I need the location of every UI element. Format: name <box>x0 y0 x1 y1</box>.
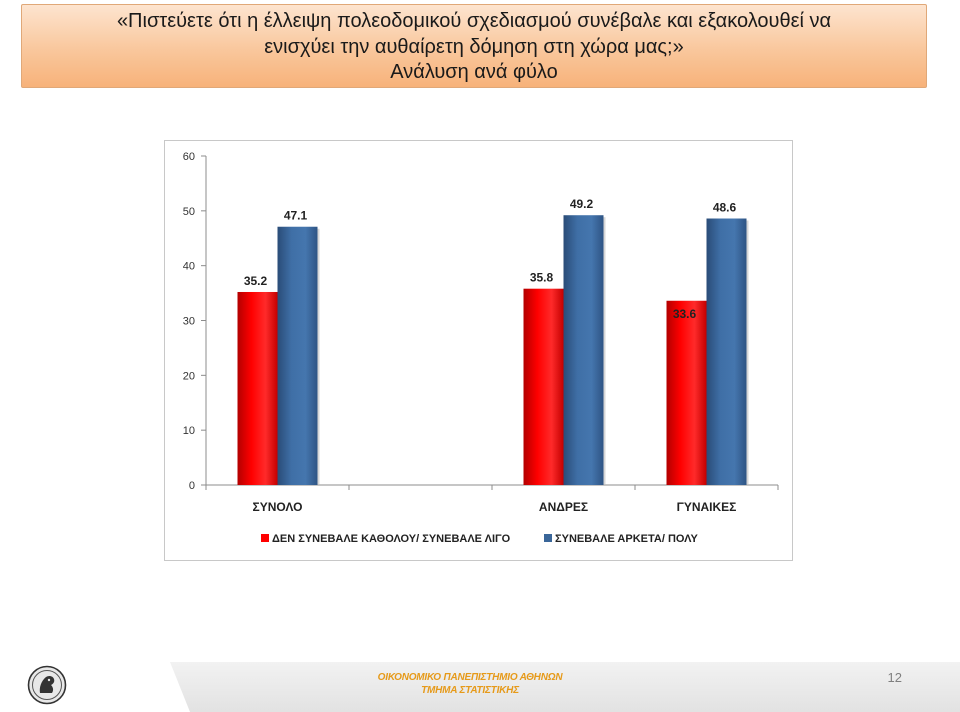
y-tick-label: 40 <box>183 261 195 273</box>
bar-chart: 0 10 20 30 40 50 60 ΣΥΝΟΛΟ ΑΝΔΡΕΣ ΓΥΝΑΙΚΕΣ 35.2 35.… <box>183 151 779 545</box>
slide-title-line-2: ενισχύει την αυθαίρετη δόμηση στη χώρα μ… <box>264 35 684 58</box>
bar-blue <box>563 215 604 485</box>
bar-data-label: 47.1 <box>284 209 308 223</box>
y-tick-label: 50 <box>183 206 195 218</box>
bar-data-label: 35.2 <box>244 274 268 288</box>
footer-university-name: ΟΙΚΟΝΟΜΙΚΟ ΠΑΝΕΠΙΣΤΗΜΙΟ ΑΘΗΝΩΝ <box>377 672 563 683</box>
y-tick-label: 0 <box>189 480 195 492</box>
x-category-label: ΣΥΝΟΛΟ <box>253 500 303 514</box>
slide-title-line-1: «Πιστεύετε ότι η έλλειψη πολεοδομικού σχ… <box>116 10 832 32</box>
y-tick-label: 10 <box>183 425 195 437</box>
page-number: 12 <box>887 670 902 685</box>
bar-red <box>523 288 564 485</box>
slide-title-box: «Πιστεύετε ότι η έλλειψη πολεοδομικού σχ… <box>21 4 927 88</box>
y-tick-label: 30 <box>183 316 195 328</box>
x-category-label: ΑΝΔΡΕΣ <box>539 500 588 514</box>
x-category-label: ΓΥΝΑΙΚΕΣ <box>677 500 737 514</box>
bar-red <box>237 291 278 485</box>
bar-red <box>666 300 707 485</box>
bar-data-label: 48.6 <box>713 201 737 215</box>
bar-blue <box>277 226 318 486</box>
bar-data-label: 49.2 <box>570 197 594 211</box>
bar-blue <box>706 218 747 485</box>
y-tick-label: 60 <box>183 151 195 163</box>
legend-swatch-blue <box>544 534 552 542</box>
slide-title-line-3: Ανάλυση ανά φύλο <box>390 61 558 83</box>
bar-data-label: 33.6 <box>673 307 697 321</box>
legend-entry: ΔΕΝ ΣΥΝΕΒΑΛΕ ΚΑΘΟΛΟΥ/ ΣΥΝΕΒΑΛΕ ΛΙΓΟ <box>272 533 511 545</box>
legend-entry: ΣΥΝΕΒΑΛΕ ΑΡΚΕΤΑ/ ΠΟΛΥ <box>555 533 698 545</box>
legend-swatch-red <box>261 534 269 542</box>
footer-department-name: ΤΜΗΜΑ ΣΤΑΤΙΣΤΙΚΗΣ <box>421 685 519 696</box>
y-tick-label: 20 <box>183 370 195 382</box>
bar-data-label: 35.8 <box>530 271 554 285</box>
university-seal-icon <box>27 665 67 705</box>
chart-frame: 0 10 20 30 40 50 60 ΣΥΝΟΛΟ ΑΝΔΡΕΣ ΓΥΝΑΙΚΕΣ 35.2 35.… <box>164 140 793 561</box>
